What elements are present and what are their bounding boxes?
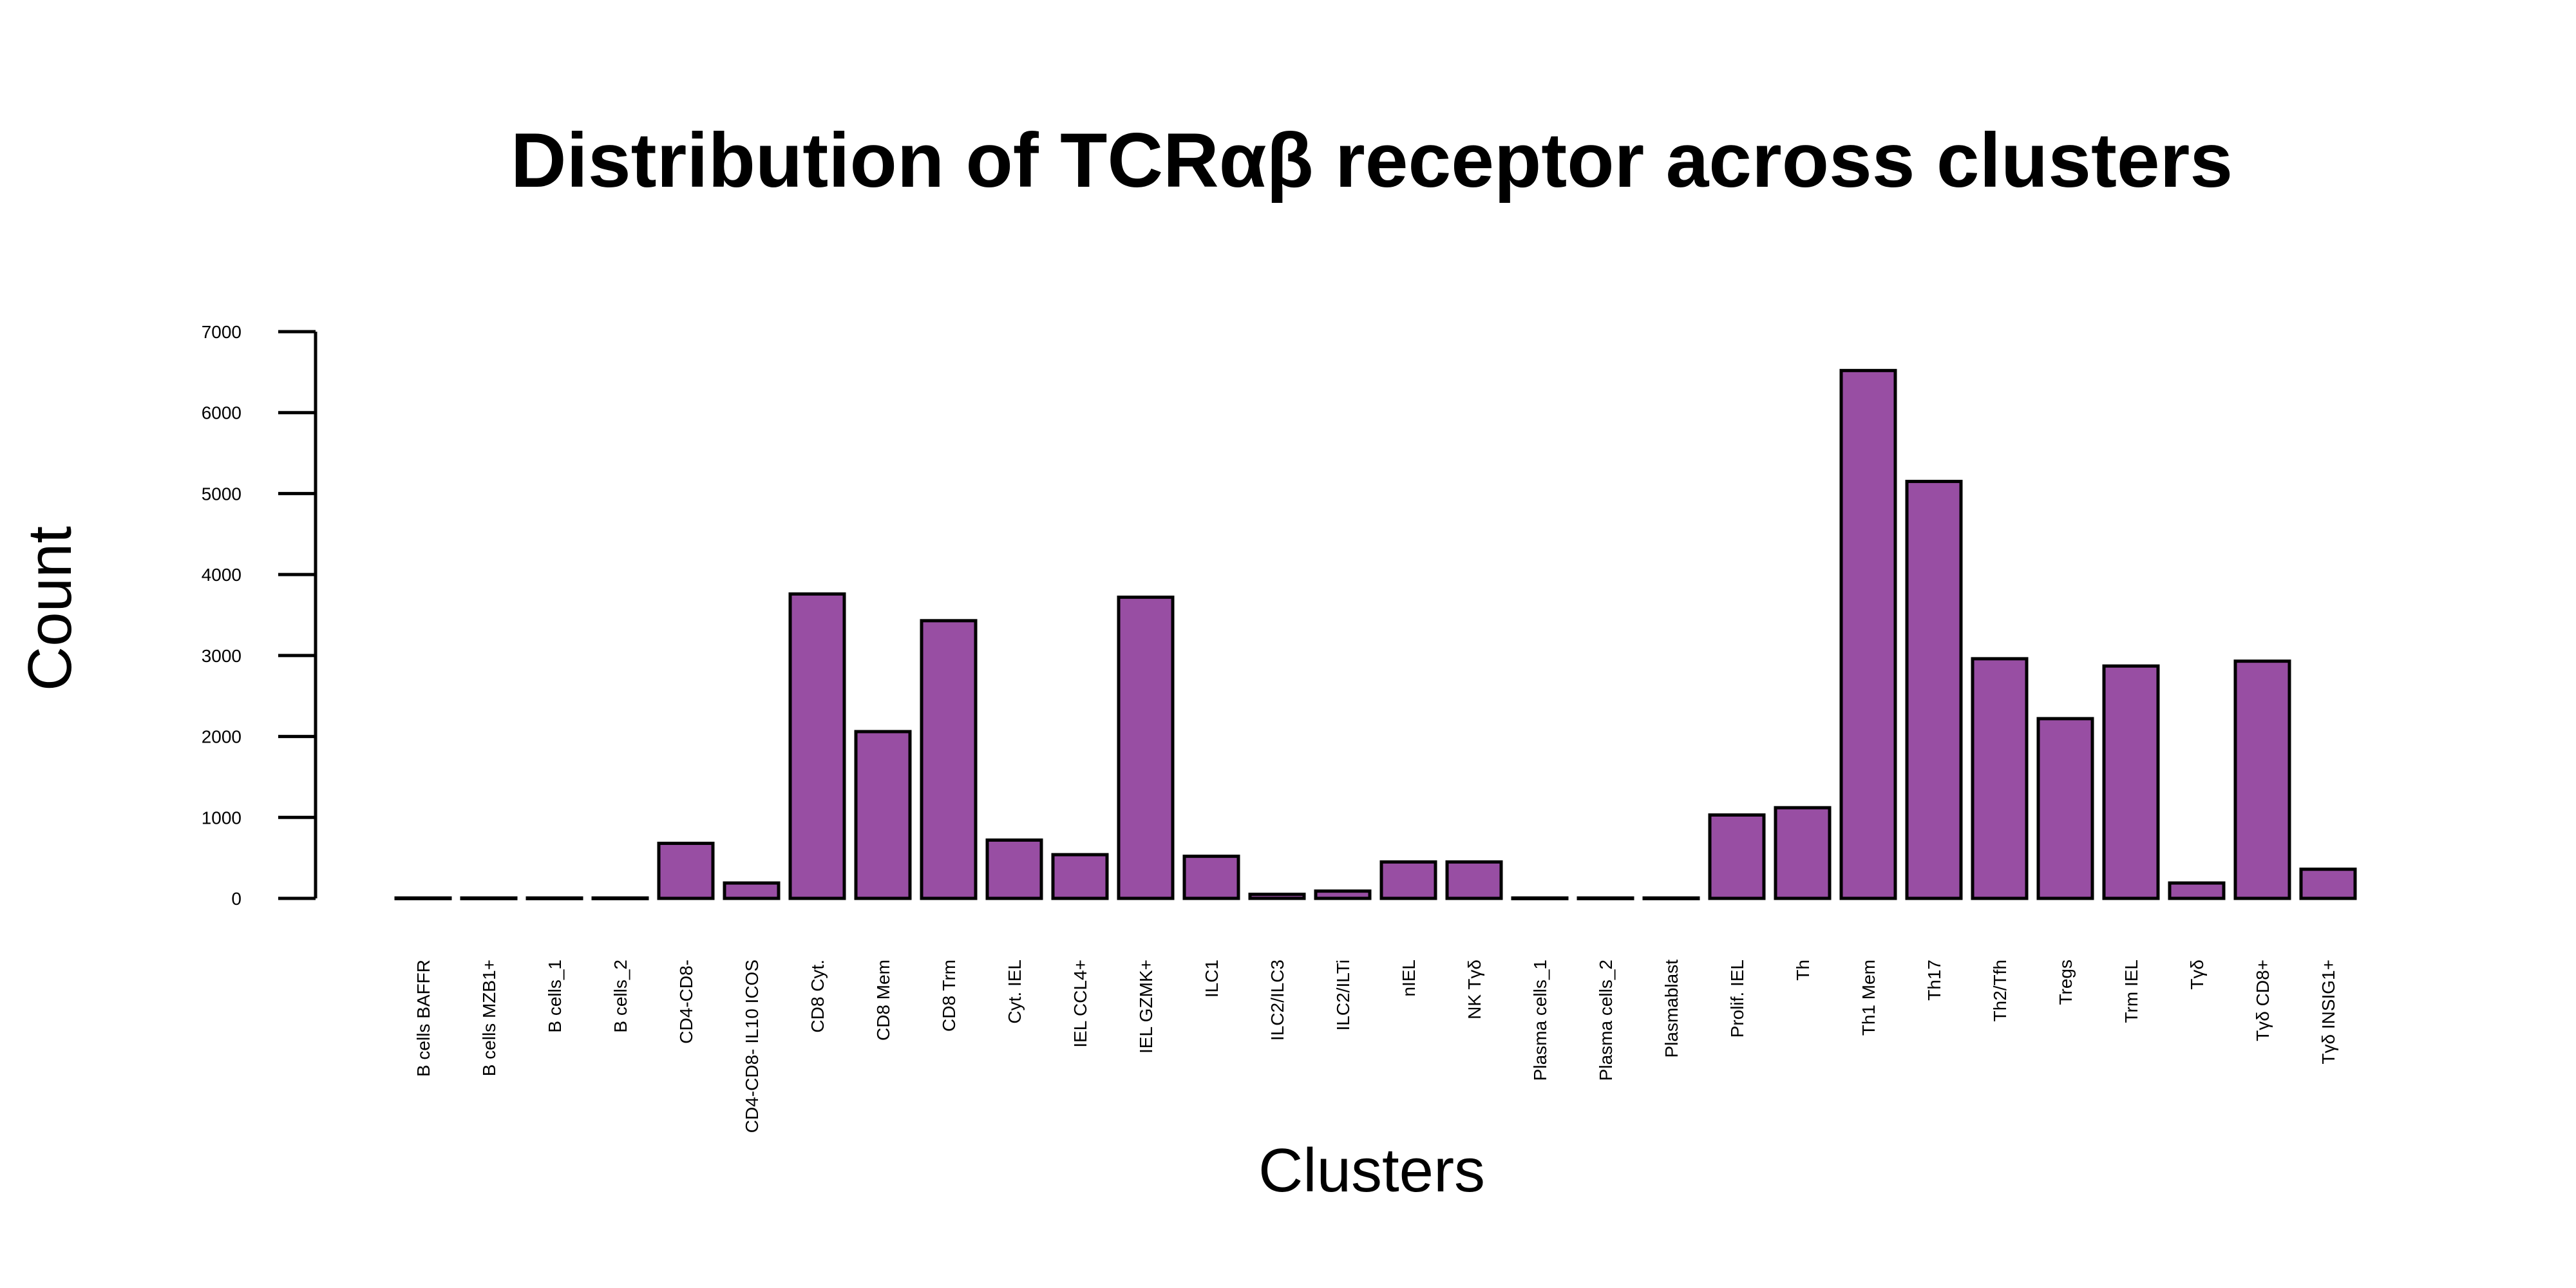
bar xyxy=(2102,664,2160,900)
y-axis-title: Count xyxy=(15,526,84,691)
y-tick-label: 1000 xyxy=(202,808,242,828)
bar xyxy=(1905,480,1963,900)
y-tick-label: 2000 xyxy=(202,727,242,747)
bar xyxy=(920,619,978,900)
bar xyxy=(1314,889,1372,900)
x-tick-label: Th17 xyxy=(1924,960,1944,1001)
bar xyxy=(657,842,715,900)
bar xyxy=(1708,813,1766,900)
bar xyxy=(2168,881,2226,900)
x-tick-label: IEL CCL4+ xyxy=(1070,960,1090,1048)
y-tick-label: 4000 xyxy=(202,565,242,585)
y-tick-label: 6000 xyxy=(202,403,242,423)
x-tick-label: B cells_2 xyxy=(611,960,630,1033)
x-tick-label: Tγδ xyxy=(2187,960,2207,990)
x-tick-label: Plasma cells_2 xyxy=(1596,960,1616,1081)
bar xyxy=(1051,853,1109,900)
x-tick-label: Tγδ INSIG1+ xyxy=(2318,960,2338,1065)
x-tick-label: Tregs xyxy=(2056,960,2076,1005)
y-tick-label: 0 xyxy=(231,889,242,909)
bar xyxy=(788,592,846,900)
bars xyxy=(394,368,2357,900)
x-tick-label: IEL GZMK+ xyxy=(1136,960,1156,1054)
x-tick-label: Tγδ CD8+ xyxy=(2253,960,2273,1041)
x-tick-label: Plasmablast xyxy=(1662,960,1681,1058)
y-tick-label: 5000 xyxy=(202,484,242,504)
x-tick-label: Cyt. IEL xyxy=(1005,960,1025,1024)
x-tick-label: ILC1 xyxy=(1202,960,1222,998)
bar xyxy=(1445,860,1503,900)
bar xyxy=(2036,717,2094,900)
bar xyxy=(1379,860,1437,900)
x-tick-label: CD4-CD8- IL10 ICOS xyxy=(742,960,762,1133)
bar xyxy=(1248,893,1306,900)
y-tick-label: 3000 xyxy=(202,646,242,666)
x-tick-label: CD8 Cyt. xyxy=(808,960,828,1033)
x-tick-labels: B cells BAFFR B cells MZB1+ B cells_1 B cel… xyxy=(413,960,2338,1133)
bar xyxy=(2233,659,2291,900)
x-tick-label: B cells BAFFR xyxy=(413,960,433,1077)
x-tick-label: CD4-CD8- xyxy=(676,960,696,1044)
bar xyxy=(1117,595,1175,900)
x-tick-label: B cells_1 xyxy=(545,960,565,1033)
x-axis-title: Clusters xyxy=(1258,1136,1485,1205)
y-tick-label: 7000 xyxy=(202,322,242,342)
bar xyxy=(854,730,912,900)
bar xyxy=(2299,867,2357,900)
y-axis: 0 1000 2000 3000 4000 5000 6000 7000 xyxy=(202,322,317,909)
x-tick-label: ILC2/ILTi xyxy=(1333,960,1353,1030)
bar xyxy=(1839,368,1897,900)
x-tick-label: Th2/Tfh xyxy=(1990,960,2010,1021)
bar xyxy=(1182,855,1240,900)
x-tick-label: Th1 Mem xyxy=(1859,960,1879,1036)
x-tick-label: NK Tγδ xyxy=(1464,960,1484,1019)
bar xyxy=(985,838,1043,900)
x-tick-label: CD8 Trm xyxy=(939,960,959,1032)
x-tick-label: ILC2/ILC3 xyxy=(1267,960,1287,1041)
chart-title: Distribution of TCRαβ receptor across cl… xyxy=(511,117,2233,204)
x-tick-label: Th xyxy=(1793,960,1813,981)
x-tick-label: B cells MZB1+ xyxy=(479,960,499,1076)
bar xyxy=(1971,657,2029,900)
x-tick-label: Prolif. IEL xyxy=(1727,960,1747,1037)
bar xyxy=(723,881,781,900)
x-tick-label: nIEL xyxy=(1399,960,1419,997)
x-tick-label: Plasma cells_1 xyxy=(1530,960,1550,1081)
bar xyxy=(1774,806,1832,900)
x-tick-label: Trm IEL xyxy=(2121,960,2141,1023)
x-tick-label: CD8 Mem xyxy=(873,960,893,1041)
